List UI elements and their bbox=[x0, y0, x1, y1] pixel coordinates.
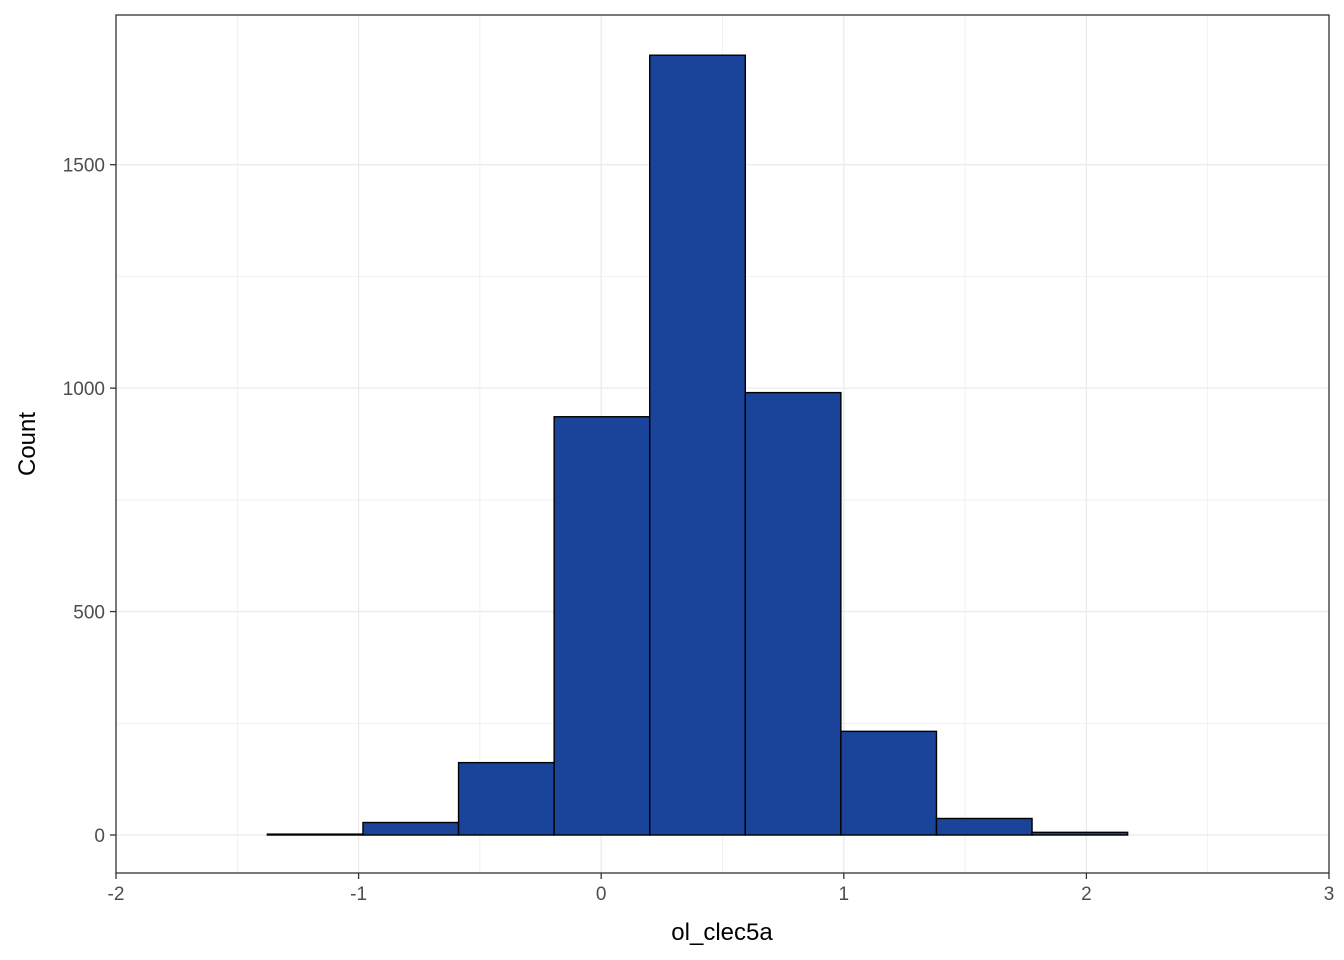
y-tick-label: 0 bbox=[94, 826, 105, 847]
histogram-bar bbox=[553, 416, 651, 836]
x-axis-title: ol_clec5a bbox=[671, 919, 773, 946]
x-tick-label: 1 bbox=[839, 884, 850, 905]
x-tick-label: 3 bbox=[1324, 884, 1335, 905]
y-tick-label: 1000 bbox=[63, 379, 105, 400]
histogram-bar bbox=[935, 817, 1033, 836]
histogram-bar bbox=[266, 833, 364, 836]
y-tick-label: 1500 bbox=[63, 156, 105, 177]
x-tick-label: 2 bbox=[1081, 884, 1092, 905]
x-tick-label: -1 bbox=[350, 884, 367, 905]
x-tick-label: 0 bbox=[596, 884, 607, 905]
y-tick-label: 500 bbox=[73, 603, 105, 624]
y-axis: 0 500 1000 1500 bbox=[63, 156, 116, 847]
histogram-bar bbox=[744, 391, 842, 836]
histogram-bar bbox=[1031, 831, 1129, 836]
histogram-bar bbox=[457, 761, 555, 836]
plot-panel-border bbox=[115, 14, 1330, 874]
y-axis-title: Count bbox=[14, 412, 41, 476]
histogram-bars bbox=[266, 54, 1129, 836]
x-tick-label: -2 bbox=[108, 884, 125, 905]
x-axis: -2 -1 0 1 2 3 bbox=[108, 873, 1335, 905]
histogram-bar bbox=[649, 54, 747, 836]
histogram-bar bbox=[840, 730, 938, 836]
histogram-bar bbox=[362, 821, 460, 836]
